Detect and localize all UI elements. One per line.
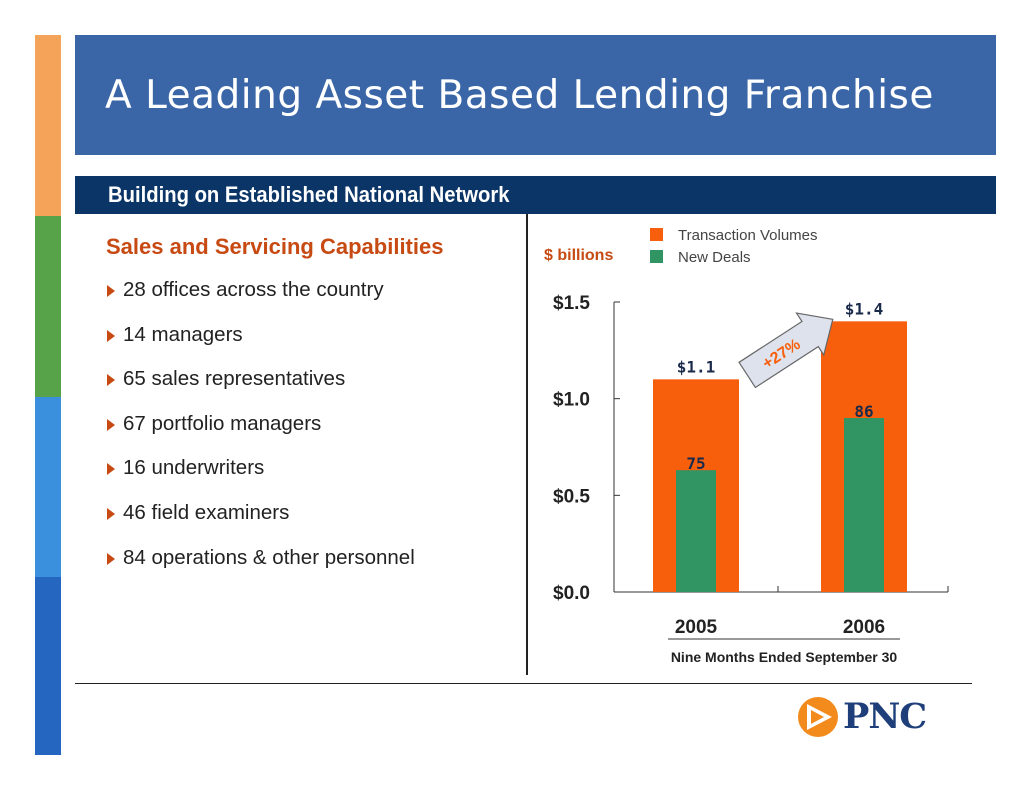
bullet-item: 16 underwriters [106, 456, 415, 501]
subtitle-banner: Building on Established National Network [75, 176, 996, 214]
vertical-divider [526, 214, 528, 675]
bar-value-label: 75 [686, 454, 705, 473]
bullet-text: 16 underwriters [123, 456, 265, 480]
bullet-arrow-icon [107, 463, 115, 476]
color-stripe-orange [35, 35, 61, 216]
growth-arrow-shape [738, 312, 834, 389]
bullet-text: 14 managers [123, 322, 243, 346]
legend-label: New Deals [678, 249, 751, 266]
bullet-item: 46 field examiners [106, 501, 415, 546]
pnc-logo: PNC [796, 694, 946, 744]
section-heading: Sales and Servicing Capabilities [106, 234, 444, 259]
bullet-item: 65 sales representatives [106, 367, 415, 412]
bullet-arrow-icon [107, 285, 115, 297]
page-title: A Leading Asset Based Lending Franchise [105, 73, 934, 118]
bullet-text: 67 portfolio managers [123, 411, 322, 435]
x-tick-label: 2006 [843, 617, 885, 638]
horizontal-divider [75, 683, 972, 684]
title-banner: A Leading Asset Based Lending Franchise [75, 35, 996, 155]
pnc-triangle-logo-icon [798, 697, 838, 737]
bullet-arrow-icon [107, 552, 115, 565]
bar-value-label: $1.1 [677, 357, 716, 376]
y-tick-label: $0.5 [553, 486, 590, 507]
logo-text: PNC [843, 696, 927, 737]
bullet-item: 84 operations & other personnel [106, 546, 415, 591]
bullet-list: 28 offices across the country 14 managers… [106, 278, 415, 590]
bar-new-deals [844, 418, 884, 592]
bullet-arrow-icon [107, 329, 115, 342]
color-stripe-green [35, 216, 61, 397]
legend-label: Transaction Volumes [678, 227, 818, 244]
bar-value-label: 86 [854, 402, 873, 421]
bullet-text: 84 operations & other personnel [123, 545, 415, 569]
unit-label: $ billions [544, 247, 613, 264]
bar-new-deals [676, 470, 716, 592]
bullet-arrow-icon [107, 374, 115, 387]
legend-swatch [650, 250, 663, 263]
bullet-text: 65 sales representatives [123, 367, 346, 391]
bullet-item: 28 offices across the country [106, 278, 415, 323]
legend-swatch [650, 228, 663, 241]
x-axis-label: Nine Months Ended September 30 [671, 649, 898, 665]
bar-chart: $ billions Transaction Volumes New Deals $0… [544, 227, 949, 665]
bullet-item: 14 managers [106, 323, 415, 368]
bar-value-label: $1.4 [845, 299, 884, 318]
bullet-text: 28 offices across the country [123, 278, 384, 301]
color-stripe-dark-blue [35, 577, 61, 755]
bullet-arrow-icon [107, 418, 115, 431]
y-tick-label: $0.0 [553, 583, 590, 604]
bullet-text: 46 field examiners [123, 500, 290, 524]
x-tick-label: 2005 [675, 617, 718, 638]
bullet-arrow-icon [107, 507, 115, 520]
color-stripe-light-blue [35, 397, 61, 577]
y-tick-label: $1.5 [553, 293, 590, 314]
page-subtitle: Building on Established National Network [108, 182, 510, 207]
y-tick-label: $1.0 [553, 390, 590, 411]
bullet-item: 67 portfolio managers [106, 412, 415, 457]
